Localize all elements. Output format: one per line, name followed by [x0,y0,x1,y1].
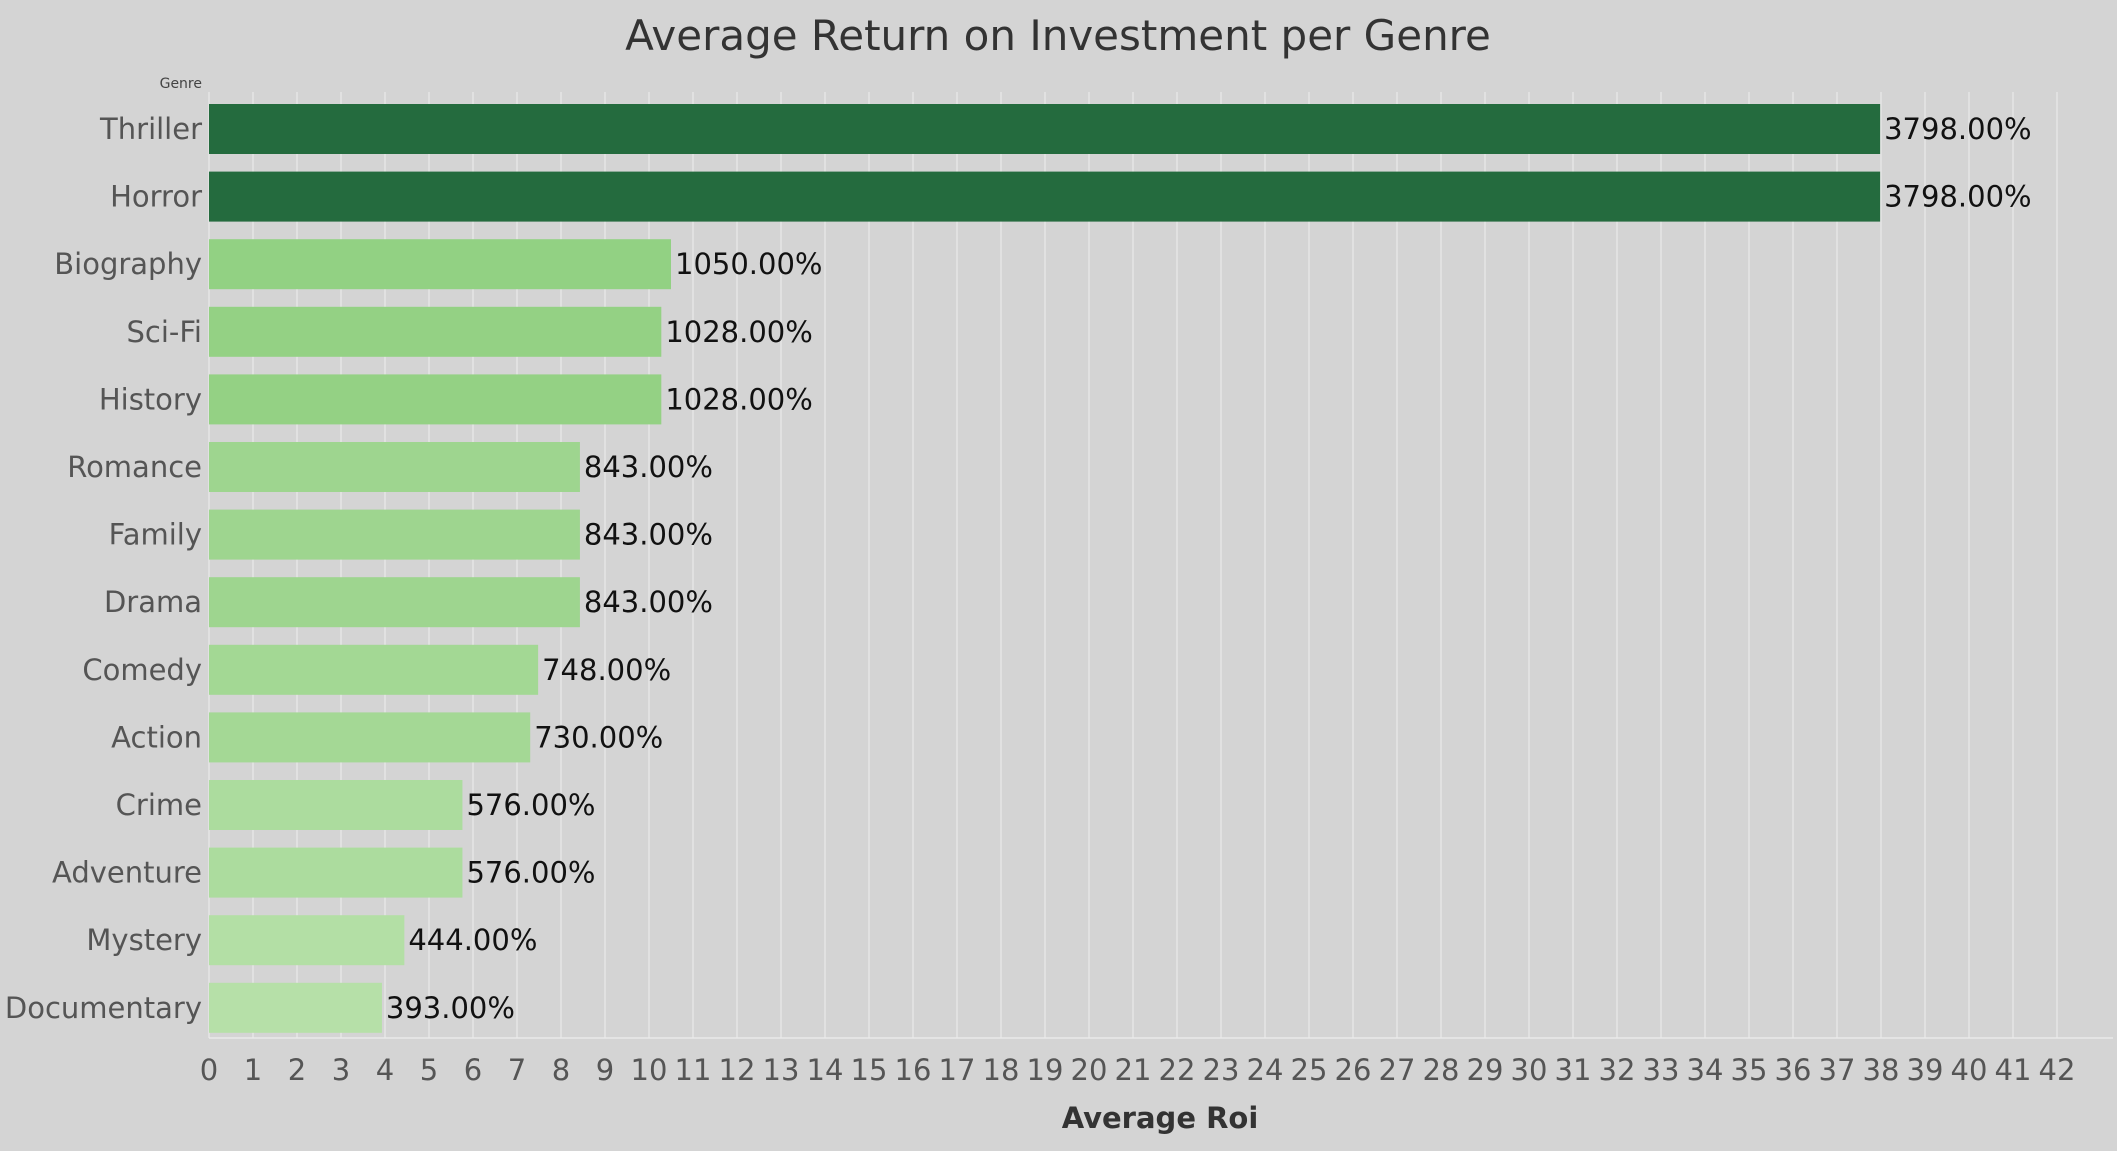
x-tick-label: 15 [851,1053,888,1087]
x-tick-label: 40 [1951,1053,1988,1087]
x-tick-label: 36 [1775,1053,1812,1087]
data-label: 730.00% [534,720,663,754]
data-label: 843.00% [584,450,713,484]
category-label: Biography [54,247,202,281]
value-labels: 3798.00% 3798.00% 1050.00% 1028.00% 1028.00%… [386,112,2032,1025]
x-tick-label: 26 [1335,1053,1372,1087]
x-axis-title: Average Roi [1062,1101,1259,1135]
x-tick-label: 10 [631,1053,668,1087]
x-tick-label: 5 [420,1053,438,1087]
x-tick-label: 23 [1203,1053,1240,1087]
x-tick-label: 17 [939,1053,976,1087]
x-tick-label: 27 [1379,1053,1416,1087]
x-tick-label: 20 [1071,1053,1108,1087]
data-label: 3798.00% [1884,112,2031,146]
x-tick-label: 32 [1599,1053,1636,1087]
data-label: 576.00% [466,788,595,822]
bar [209,712,531,763]
x-tick-label: 0 [200,1053,218,1087]
x-tick-label: 35 [1731,1053,1768,1087]
x-tick-label: 24 [1247,1053,1284,1087]
bar [209,780,463,830]
x-tick-label: 22 [1159,1053,1196,1087]
category-label: Comedy [82,653,202,687]
x-tick-label: 30 [1511,1053,1548,1087]
x-tick-label: 7 [508,1053,526,1087]
x-tick-label: 16 [895,1053,932,1087]
x-tick-label: 21 [1115,1053,1152,1087]
x-tick-label: 29 [1467,1053,1504,1087]
category-label: Thriller [99,112,202,146]
data-label: 1050.00% [675,247,822,281]
x-tick-label: 14 [807,1053,844,1087]
category-label: Action [111,720,202,754]
category-header: Genre [160,76,202,92]
x-tick-label: 1 [244,1053,262,1087]
data-label: 576.00% [466,856,595,890]
x-tick-label: 18 [983,1053,1020,1087]
data-label: 444.00% [408,923,537,957]
data-label: 843.00% [584,585,713,619]
bar [209,644,539,695]
category-label: Horror [110,180,202,214]
x-tick-label: 2 [288,1053,306,1087]
data-label: 748.00% [542,653,671,687]
x-tick-label: 8 [552,1053,570,1087]
x-tick-label: 19 [1027,1053,1064,1087]
x-tick-label: 38 [1863,1053,1900,1087]
x-tick-label: 9 [596,1053,614,1087]
category-label: Family [109,518,202,552]
x-tick-label: 39 [1907,1053,1944,1087]
x-tick-label: 31 [1555,1053,1592,1087]
x-tick-label: 3 [332,1053,350,1087]
category-label: Romance [67,450,202,484]
x-tick-labels: 0 1 2 3 4 5 6 7 8 9 10 11 12 13 14 15 16 17 18 19 20 21 22 23 24… [200,1053,2076,1087]
bar [209,982,382,1033]
category-label: Crime [116,788,202,822]
data-label: 843.00% [584,518,713,552]
bar [209,374,662,425]
x-tick-label: 28 [1423,1053,1460,1087]
bar [209,239,671,290]
bar [209,577,580,628]
category-label: History [99,382,202,416]
bar [209,915,405,966]
bar [209,442,580,492]
x-tick-label: 34 [1687,1053,1724,1087]
category-label: Adventure [52,856,202,890]
x-tick-label: 4 [376,1053,394,1087]
bar [209,306,662,357]
category-labels: Thriller Horror Biography Sci-Fi History Roma… [5,112,202,1025]
data-label: 393.00% [386,991,515,1025]
chart-title: Average Return on Investment per Genre [625,11,1491,60]
bar [209,104,1881,154]
data-label: 3798.00% [1884,180,2031,214]
x-tick-label: 33 [1643,1053,1680,1087]
x-tick-label: 37 [1819,1053,1856,1087]
data-label: 1028.00% [665,382,812,416]
category-label: Documentary [5,991,202,1025]
x-tick-label: 11 [675,1053,712,1087]
category-label: Drama [104,585,202,619]
bar [209,847,463,898]
bars [209,104,1881,1033]
x-tick-label: 42 [2039,1053,2076,1087]
x-tick-label: 13 [763,1053,800,1087]
bar [209,171,1881,222]
x-tick-label: 41 [1995,1053,2032,1087]
category-label: Mystery [86,923,202,957]
x-tick-label: 25 [1291,1053,1328,1087]
bar [209,509,580,560]
x-tick-label: 6 [464,1053,482,1087]
category-label: Sci-Fi [126,315,202,349]
x-tick-label: 12 [719,1053,756,1087]
data-label: 1028.00% [665,315,812,349]
